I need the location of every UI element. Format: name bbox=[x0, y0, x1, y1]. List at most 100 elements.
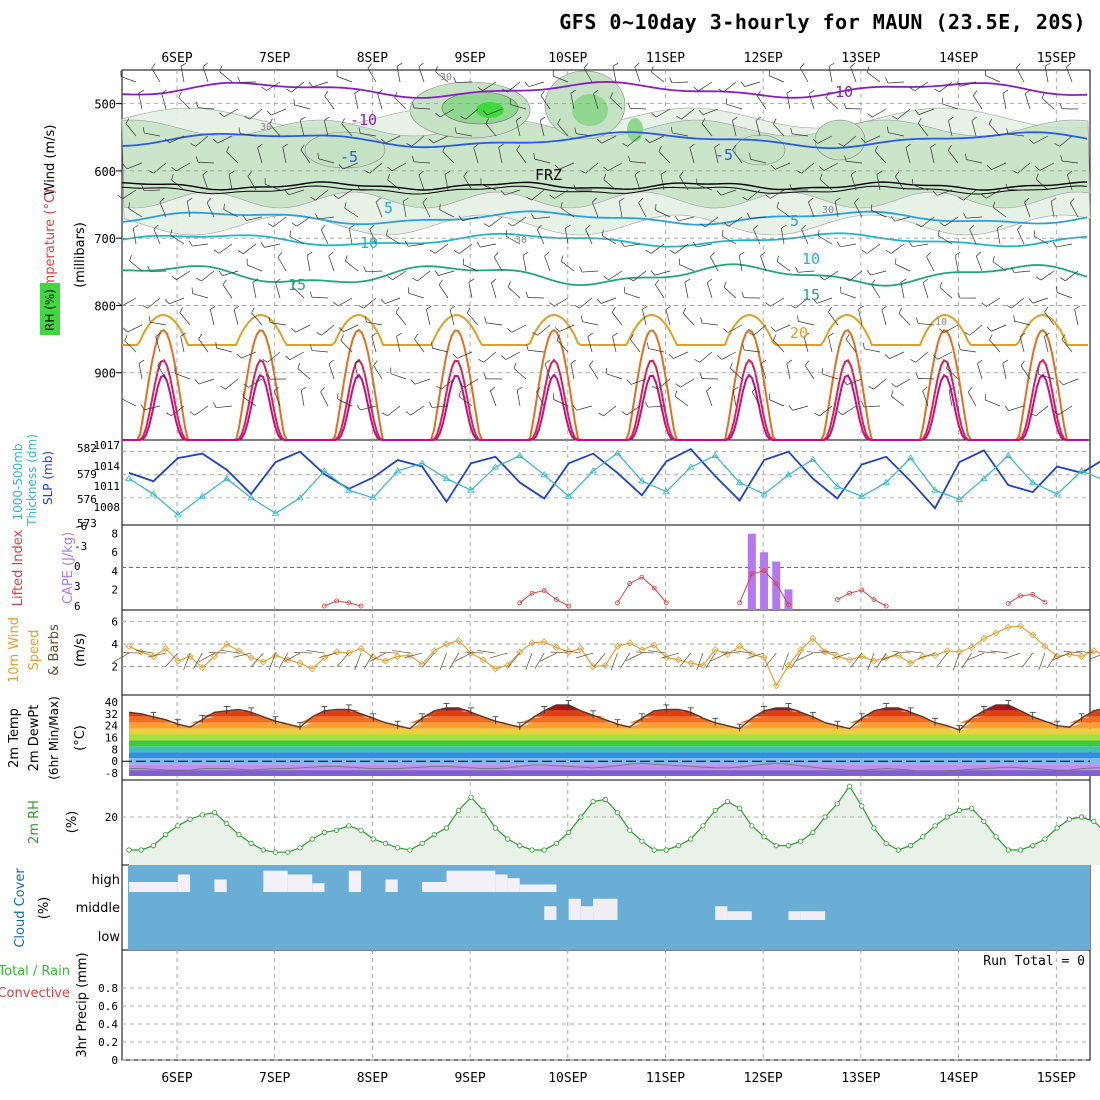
wind-barb bbox=[624, 243, 641, 247]
thickness-marker bbox=[564, 492, 573, 499]
wind-barb bbox=[1014, 270, 1031, 273]
wind-barb-flag bbox=[789, 184, 793, 191]
wind-barb-flag bbox=[926, 252, 931, 258]
rh2m-panel: 20 bbox=[105, 783, 1100, 865]
rh-point bbox=[1042, 836, 1048, 842]
wind-barb-flag bbox=[598, 412, 604, 417]
thickness-marker bbox=[1053, 490, 1061, 497]
wind-barb bbox=[557, 123, 569, 137]
wind-barb bbox=[872, 108, 887, 118]
wind-barb-10m bbox=[439, 652, 447, 671]
wind-point bbox=[504, 661, 512, 669]
wind-barb-flag bbox=[813, 139, 819, 144]
wind-barb-flag bbox=[1030, 412, 1036, 417]
cloud-gap-high bbox=[446, 870, 496, 892]
wind-barb bbox=[168, 297, 185, 305]
wind-barb-flag bbox=[570, 359, 577, 364]
wind-barb-flag bbox=[1058, 380, 1064, 386]
contour-freezing-level-2 bbox=[121, 185, 1088, 195]
wind-barb-flag bbox=[679, 171, 684, 177]
wind-barb bbox=[850, 66, 857, 83]
date-label-top: 15SEP bbox=[1037, 51, 1076, 66]
wind-barb-flag bbox=[597, 138, 602, 144]
wind-barb bbox=[714, 147, 719, 164]
wind-barb bbox=[534, 216, 551, 220]
wind-barb-flag bbox=[410, 379, 416, 385]
wind-barb-flag bbox=[556, 334, 561, 341]
wind-barb-flag bbox=[905, 143, 911, 148]
y-axis-label: Cloud Cover bbox=[13, 868, 28, 948]
wind-barb-flag bbox=[647, 342, 649, 349]
wind-barb-flag bbox=[300, 386, 307, 391]
cloud-gap-middle bbox=[727, 911, 752, 920]
wind-barb bbox=[463, 264, 479, 272]
wind-barb bbox=[755, 120, 761, 137]
wind-barb-flag bbox=[628, 277, 634, 282]
wind-barb-10m bbox=[575, 652, 594, 659]
wind-barb-flag bbox=[1050, 197, 1057, 202]
wind-barb bbox=[328, 363, 335, 380]
date-label-top: 14SEP bbox=[939, 51, 978, 66]
wind-point bbox=[980, 634, 988, 643]
wind-point bbox=[540, 638, 548, 646]
wind-barb-flag bbox=[603, 173, 607, 180]
wind-barb-flag bbox=[544, 359, 551, 365]
rh-point bbox=[517, 842, 523, 849]
wind-barb-flag bbox=[651, 66, 654, 73]
wind-barb-flag bbox=[819, 276, 825, 281]
wind-barb-10m bbox=[1046, 652, 1058, 669]
wind-barb bbox=[946, 367, 959, 380]
wind-barb-flag bbox=[601, 229, 604, 236]
thickness-marker bbox=[198, 492, 206, 499]
wind-barb-flag bbox=[237, 76, 241, 83]
wind-barb-flag bbox=[228, 170, 235, 175]
wind-barb bbox=[808, 201, 815, 218]
y-axis-label: RH (%) bbox=[43, 289, 57, 331]
wind-barb bbox=[540, 95, 551, 110]
thickness-marker bbox=[1004, 451, 1013, 458]
wind-barb-flag bbox=[414, 333, 418, 340]
wind-barb-flag bbox=[814, 412, 820, 417]
wind-barb bbox=[505, 351, 521, 360]
wind-point bbox=[296, 659, 304, 667]
wind-barb-flag bbox=[786, 359, 793, 364]
wind-barb bbox=[498, 147, 503, 164]
date-label-top: 8SEP bbox=[357, 51, 388, 66]
wind-barb bbox=[504, 189, 521, 196]
wind-barb bbox=[816, 297, 833, 304]
wind-barb bbox=[682, 312, 695, 326]
wind-barb bbox=[912, 243, 929, 248]
wind-barb bbox=[977, 363, 983, 380]
wind-point bbox=[784, 661, 793, 669]
cloud-gap-high bbox=[422, 882, 447, 892]
wind-barb-flag bbox=[537, 224, 542, 230]
wind-barb-flag bbox=[387, 166, 393, 172]
rh-point bbox=[468, 794, 474, 800]
li-tick-label: -6 bbox=[74, 520, 87, 533]
contour-label: 30 bbox=[440, 72, 452, 83]
wind-barb-10m bbox=[525, 652, 533, 671]
thickness-marker bbox=[589, 467, 597, 474]
wind-barb bbox=[720, 189, 737, 196]
wind-barb bbox=[988, 123, 1001, 137]
temp-band bbox=[129, 752, 1100, 759]
wind-barb bbox=[936, 189, 953, 196]
wind-barb-flag bbox=[740, 81, 745, 87]
wind-barb-flag bbox=[642, 305, 648, 310]
wind-barb bbox=[896, 378, 911, 388]
li-point bbox=[737, 600, 743, 606]
li-point bbox=[1018, 593, 1023, 599]
rh-point bbox=[187, 816, 193, 822]
wind-barb-flag bbox=[159, 197, 165, 203]
li-point bbox=[847, 590, 852, 596]
wind-barb bbox=[559, 324, 575, 332]
wind-barb-flag bbox=[917, 118, 922, 124]
wind-barb-flag bbox=[328, 251, 334, 257]
wind-barb-flag bbox=[507, 222, 514, 227]
rh-point bbox=[138, 847, 144, 853]
wind-barb bbox=[819, 179, 833, 191]
wind-barb-flag bbox=[138, 359, 145, 364]
rh-point bbox=[749, 823, 755, 829]
wind-barb-10m bbox=[363, 652, 374, 669]
rh-point bbox=[761, 834, 767, 840]
